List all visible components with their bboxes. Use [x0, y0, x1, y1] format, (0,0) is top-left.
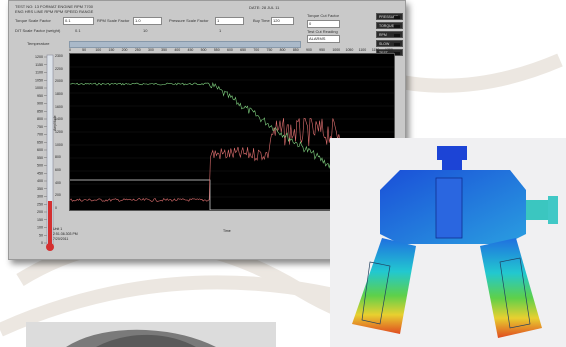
x-tick-label: 250	[134, 48, 141, 52]
y-tick-label: 800	[55, 155, 61, 160]
y-axis-label: Amplitude	[53, 115, 57, 131]
x-tick-label: 0	[69, 48, 71, 52]
thermo-tick-label: 700	[37, 133, 43, 137]
x-tick-label: 50	[82, 48, 87, 52]
thermo-tick-label: 950	[37, 94, 43, 98]
x-tick-label: 300	[148, 48, 154, 52]
thermo-tick-label: 100	[37, 226, 43, 230]
indicator-rpm: RPM	[376, 31, 403, 38]
y-tick-label: 1800	[55, 92, 63, 96]
torque-scale-field[interactable]: 0.1	[63, 17, 94, 25]
rpm-scale-label: RPM Scale Factor	[97, 18, 130, 23]
header-left-2: ENG HRS LINE RPM RPM SPEED RANGE	[15, 9, 94, 14]
indicator-pressure: PRESSURE	[376, 13, 403, 20]
x-tick-label: 900	[306, 48, 312, 52]
x-axis-label: Time	[223, 229, 231, 233]
rpm-scale-field[interactable]: 1.0	[133, 17, 162, 25]
thermo-tick-label: 400	[37, 179, 43, 183]
x-tick-label: 450	[187, 48, 194, 52]
indicator-torque: TORQUE	[376, 22, 403, 29]
thermo-tick-label: 50	[39, 233, 43, 237]
x-tick-label: 850	[292, 48, 299, 52]
daq-window: TEST NO: 13 FORMAT ENGINE RPM 7700 ENG H…	[8, 0, 406, 260]
x-tick-label: 1200	[385, 48, 393, 52]
sub-value-2: 10	[143, 28, 148, 33]
y-tick-label: 2300	[55, 54, 63, 58]
thermo-tick-label: 1200	[35, 55, 43, 59]
y-tick-label: 1400	[55, 117, 63, 122]
trace-red	[69, 117, 389, 202]
header-date: DATE: 28 JUL 11	[249, 5, 280, 10]
x-tick-label: 750	[266, 48, 273, 52]
thermo-tick-label: 0	[41, 241, 43, 245]
sub-value-3: 1	[219, 28, 222, 33]
x-tick-label: 1100	[358, 48, 367, 52]
header-left-1: TEST NO: 13 FORMAT ENGINE RPM 7700	[15, 4, 94, 9]
thermo-tick-label: 1000	[35, 86, 43, 90]
x-tick-label: 200	[121, 48, 128, 52]
thermo-tick-label: 800	[37, 117, 43, 121]
x-tick-label: 1050	[345, 48, 354, 52]
y-tick-label: 600	[55, 168, 61, 172]
indicator-slow: SLOW	[376, 40, 403, 47]
x-tick-label: 550	[213, 48, 220, 52]
x-tick-label: 1000	[332, 48, 341, 52]
thermo-tick-label: 550	[37, 156, 43, 160]
buy-time-field[interactable]: 120	[271, 17, 294, 25]
thermo-tick-label: 650	[37, 140, 43, 144]
time-scrollbar[interactable]	[69, 41, 301, 48]
x-tick-label: 350	[161, 48, 167, 52]
thermo-tick-label: 250	[37, 202, 43, 206]
torque-cut-label: Torque Cut Factor	[307, 13, 340, 18]
x-tick-label: 600	[227, 48, 233, 52]
fea-stress-render	[330, 138, 566, 347]
torque-scale-label: Torque Scale Factor	[15, 18, 51, 23]
x-tick-label: 700	[253, 48, 260, 52]
thermo-tick-label: 1150	[35, 63, 43, 67]
x-tick-label: 650	[240, 48, 246, 52]
x-tick-label: 400	[174, 48, 181, 52]
y-tick-label: 1200	[55, 130, 63, 134]
test-cut-label: Test Cut Reading	[307, 29, 338, 34]
thermo-tick-label: 350	[37, 187, 43, 191]
foot-unit: Unit 1	[53, 227, 63, 231]
foot-start-time: 2:51:36.303 PM	[53, 232, 78, 236]
y-tick-label: 0	[55, 206, 57, 210]
pressure-scale-field[interactable]: 1	[215, 17, 244, 25]
thermo-label: Temperature	[27, 41, 50, 46]
thermo-tick-label: 450	[37, 171, 43, 175]
thermo-tick-label: 750	[37, 125, 43, 129]
x-tick-label: 950	[319, 48, 325, 52]
x-tick-label: 800	[279, 48, 286, 52]
y-tick-label: 400	[55, 180, 61, 185]
thermometer-gauge: 1200115011001050100095090085080075070065…	[35, 54, 54, 251]
thermo-tick-label: 850	[37, 109, 43, 113]
thermo-tick-label: 600	[37, 148, 43, 152]
thermo-tick-label: 1100	[35, 71, 43, 75]
y-tick-label: 1000	[55, 142, 63, 147]
x-tick-label: 150	[108, 48, 115, 52]
sub-value-1: 0.1	[75, 28, 81, 33]
x-tick-label: 100	[95, 48, 102, 52]
thermo-tick-label: 1050	[35, 78, 43, 82]
y-tick-label: 200	[55, 193, 61, 198]
y-tick-label: 2200	[55, 66, 63, 71]
thermo-tick-label: 500	[37, 164, 43, 168]
foot-start-date: 7/20/2011	[53, 237, 69, 241]
test-cut-field[interactable]: ALARMS	[307, 35, 340, 43]
thermo-tick-label: 900	[37, 102, 43, 106]
x-tick-label: 1150	[371, 48, 380, 52]
x-tick-label: 500	[200, 48, 207, 52]
sub-scale-label: DIT Scale Factor (weight)	[15, 28, 61, 33]
torque-cut-field[interactable]: 0	[307, 20, 340, 28]
thermo-tick-label: 300	[37, 195, 43, 199]
buy-time-label: Buy Time	[253, 18, 270, 23]
y-tick-label: 2000	[55, 79, 63, 84]
thermo-tick-label: 150	[37, 218, 43, 222]
pressure-scale-label: Pressure Scale Factor	[169, 18, 209, 23]
y-tick-label: 1600	[55, 104, 63, 109]
part-photo	[26, 322, 276, 347]
thermo-tick-label: 200	[37, 210, 43, 214]
